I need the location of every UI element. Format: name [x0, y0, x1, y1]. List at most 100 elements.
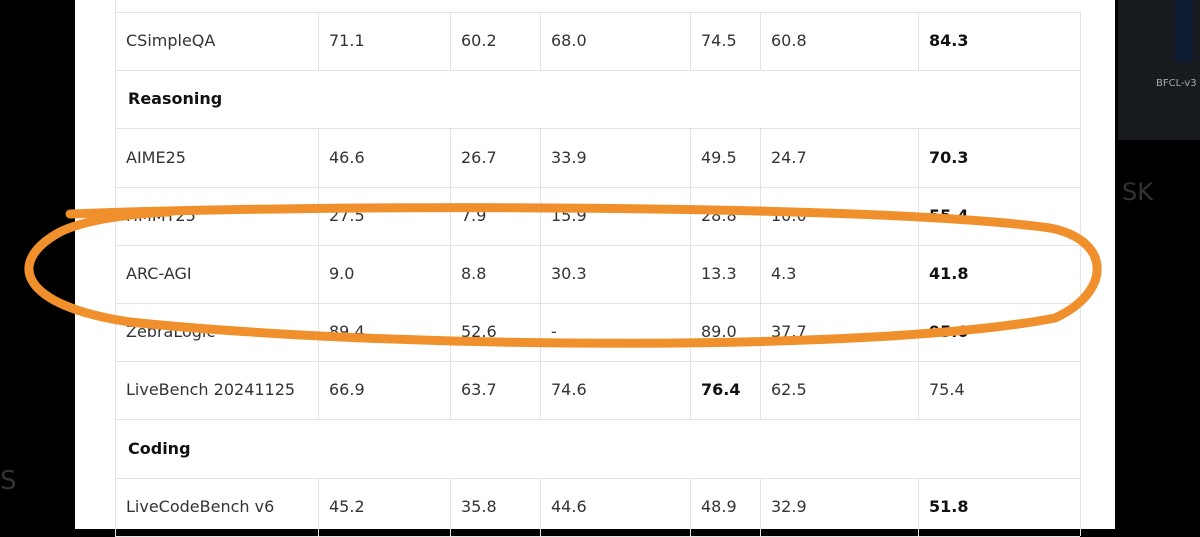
table-cell: 68.0 — [551, 31, 587, 51]
table-cell: 89.0 — [701, 322, 737, 342]
table-cell: 33.9 — [551, 147, 587, 167]
column-border — [1080, 244, 1081, 303]
column-border — [918, 12, 919, 71]
section-header: Reasoning — [128, 89, 223, 109]
table-cell: 10.0 — [771, 205, 807, 225]
row-label: AIME25 — [126, 147, 186, 167]
column-border — [540, 477, 541, 536]
table-cell: 45.2 — [329, 496, 365, 516]
column-border — [115, 477, 116, 536]
column-border — [690, 361, 691, 420]
column-border — [115, 244, 116, 303]
column-border — [318, 12, 319, 71]
table-cell: 60.2 — [461, 31, 497, 51]
column-border — [115, 361, 116, 420]
table-cell: 8.8 — [461, 263, 487, 283]
row-border — [115, 477, 1080, 479]
column-border — [690, 477, 691, 536]
table-cell: 37.7 — [771, 322, 807, 342]
column-border — [318, 361, 319, 420]
column-border — [690, 244, 691, 303]
column-border — [115, 128, 116, 187]
column-border — [1080, 361, 1081, 420]
row-border — [115, 12, 1080, 13]
text-fragment: SK — [1122, 178, 1153, 206]
column-border — [760, 477, 761, 536]
table-cell: 32.9 — [771, 496, 807, 516]
column-border — [318, 244, 319, 303]
table-cell: 13.3 — [701, 263, 737, 283]
table-cell: 48.9 — [701, 496, 737, 516]
column-border — [918, 477, 919, 536]
column-border — [1080, 186, 1081, 245]
row-label: ZebraLogic — [126, 322, 216, 342]
column-border — [115, 12, 116, 71]
column-border — [115, 186, 116, 245]
column-border — [690, 128, 691, 187]
chart-label: BFCL-v3 — [1156, 78, 1197, 89]
table-cell: 51.8 — [929, 496, 969, 516]
chart-bar — [1175, 0, 1193, 62]
column-border — [115, 0, 116, 12]
column-border — [760, 361, 761, 420]
column-border — [318, 128, 319, 187]
table-cell: 15.9 — [551, 205, 587, 225]
row-label: ARC-AGI — [126, 263, 192, 283]
table-cell: 35.8 — [461, 496, 497, 516]
column-border — [918, 128, 919, 187]
section-header: Coding — [128, 438, 191, 458]
table-cell: 24.7 — [771, 147, 807, 167]
column-border — [1080, 419, 1081, 478]
table-cell: 49.5 — [701, 147, 737, 167]
table-cell: 84.3 — [929, 31, 969, 51]
column-border — [540, 244, 541, 303]
table-cell: 70.3 — [929, 147, 969, 167]
column-border — [450, 303, 451, 362]
table-cell: 44.6 — [551, 496, 587, 516]
column-border — [540, 303, 541, 362]
table-cell: 41.8 — [929, 263, 969, 283]
column-border — [918, 244, 919, 303]
column-border — [450, 361, 451, 420]
table-cell: 7.9 — [461, 205, 487, 225]
row-border — [115, 303, 1080, 304]
column-border — [115, 303, 116, 362]
column-border — [690, 186, 691, 245]
row-label: HMMT25 — [126, 205, 196, 225]
table-cell: 4.3 — [771, 263, 797, 283]
column-border — [918, 186, 919, 245]
column-border — [1080, 477, 1081, 536]
table-cell: 89.4 — [329, 322, 365, 342]
row-border — [115, 70, 1080, 72]
table-cell: 55.4 — [929, 205, 969, 225]
table-cell: - — [551, 322, 557, 342]
column-border — [318, 186, 319, 245]
column-border — [1080, 70, 1081, 129]
table-cell: 27.5 — [329, 205, 365, 225]
column-border — [115, 419, 116, 478]
column-border — [918, 303, 919, 362]
column-border — [760, 186, 761, 245]
table-cell: 74.5 — [701, 31, 737, 51]
table-cell: 26.7 — [461, 147, 497, 167]
table-cell: 28.8 — [701, 205, 737, 225]
column-border — [540, 361, 541, 420]
column-border — [1080, 12, 1081, 71]
table-cell: 63.7 — [461, 380, 497, 400]
table-cell: 60.8 — [771, 31, 807, 51]
column-border — [115, 70, 116, 129]
column-border — [450, 244, 451, 303]
column-border — [918, 361, 919, 420]
column-border — [1080, 128, 1081, 187]
column-border — [318, 303, 319, 362]
side-chart: BFCL-v3 — [1118, 0, 1200, 140]
table-cell: 62.5 — [771, 380, 807, 400]
table-cell: 71.1 — [329, 31, 365, 51]
table-cell: 9.0 — [329, 263, 355, 283]
row-border — [115, 419, 1080, 421]
column-border — [760, 303, 761, 362]
row-border — [115, 361, 1080, 363]
row-border — [115, 186, 1080, 188]
column-border — [760, 244, 761, 303]
column-border — [690, 303, 691, 362]
